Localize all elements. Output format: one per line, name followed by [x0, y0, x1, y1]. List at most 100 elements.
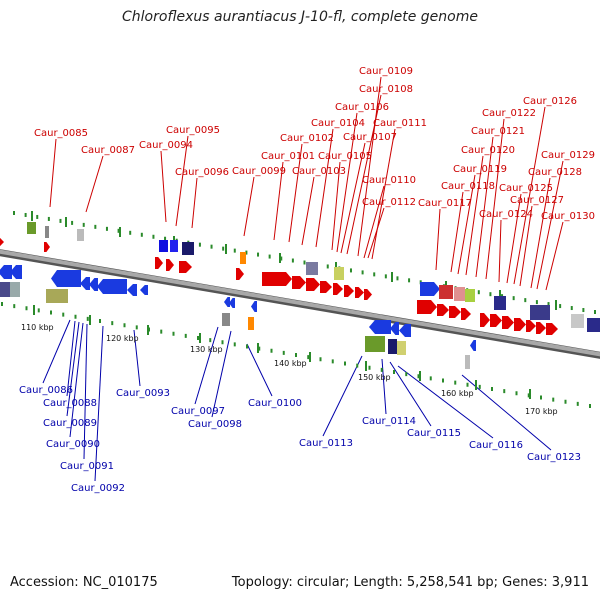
forward-gene-arrow [155, 257, 163, 269]
forward-gene-label: Caur_0106 [335, 102, 389, 113]
accession-label: Accession: NC_010175 [10, 575, 158, 590]
reverse-gene-label: Caur_0097 [171, 406, 225, 417]
reverse-gene-arrow [10, 265, 22, 279]
forward-gene-label: Caur_0109 [359, 66, 413, 77]
gene-block [10, 282, 20, 297]
reverse-gene-arrow [229, 298, 235, 308]
gene-block [248, 317, 254, 330]
reverse-gene-label: Caur_0100 [248, 398, 302, 409]
gene-block [306, 262, 318, 275]
scale-label: 110 kbp [21, 323, 54, 332]
forward-gene-label: Caur_0112 [362, 197, 416, 208]
forward-gene-label: Caur_0130 [541, 211, 595, 222]
forward-gene-label: Caur_0118 [441, 181, 495, 192]
reverse-gene-label: Caur_0086 [19, 385, 73, 396]
forward-gene-label: Caur_0125 [499, 183, 553, 194]
forward-gene-label: Caur_0096 [175, 167, 229, 178]
forward-gene-label: Caur_0085 [34, 128, 88, 139]
forward-gene-arrow [514, 318, 526, 331]
gene-block [454, 287, 465, 301]
forward-gene-label: Caur_0104 [311, 118, 365, 129]
forward-gene-arrow [449, 306, 461, 318]
gene-block [170, 240, 178, 252]
forward-gene-arrow [179, 261, 192, 273]
forward-gene-label: Caur_0108 [359, 84, 413, 95]
forward-gene-arrow [44, 242, 50, 252]
reverse-gene-arrow [0, 265, 12, 279]
forward-gene-label: Caur_0095 [166, 125, 220, 136]
reverse-gene-label: Caur_0093 [116, 388, 170, 399]
forward-gene-label: Caur_0099 [232, 166, 286, 177]
forward-gene-arrow [262, 272, 292, 286]
forward-gene-arrow [461, 308, 471, 320]
gene-block [46, 289, 68, 303]
reverse-gene-arrow [127, 284, 137, 296]
reverse-gene-label: Caur_0092 [71, 483, 125, 494]
forward-gene-label: Caur_0124 [479, 209, 533, 220]
gene-block [240, 252, 246, 264]
forward-gene-arrow [306, 278, 320, 291]
forward-gene-label: Caur_0127 [510, 195, 564, 206]
reverse-gene-label: Caur_0091 [60, 461, 114, 472]
forward-gene-label: Caur_0126 [523, 96, 577, 107]
forward-gene-label: Caur_0101 [261, 151, 315, 162]
forward-gene-label: Caur_0122 [482, 108, 536, 119]
scale-label: 140 kbp [274, 359, 307, 368]
forward-gene-label: Caur_0105 [318, 151, 372, 162]
scale-label: 170 kbp [525, 407, 558, 416]
reverse-gene-label: Caur_0123 [527, 452, 581, 463]
reverse-gene-arrow [399, 324, 411, 337]
gene-block [334, 267, 344, 280]
scale-label: 120 kbp [106, 334, 139, 343]
gene-block [439, 285, 453, 299]
reverse-gene-arrow [390, 322, 399, 335]
forward-gene-label: Caur_0107 [343, 132, 397, 143]
forward-gene-arrow [320, 281, 332, 293]
reverse-gene-arrow [251, 301, 257, 312]
reverse-gene-label: Caur_0116 [469, 440, 523, 451]
forward-gene-label: Caur_0102 [280, 133, 334, 144]
gene-block [0, 282, 10, 297]
reverse-gene-label: Caur_0098 [188, 419, 242, 430]
reverse-gene-label: Caur_0090 [46, 439, 100, 450]
forward-gene-label: Caur_0103 [292, 166, 346, 177]
gene-block [77, 229, 84, 241]
forward-gene-arrow [417, 300, 437, 314]
forward-gene-label: Caur_0117 [418, 198, 472, 209]
forward-gene-label: Caur_0110 [362, 175, 416, 186]
forward-gene-arrow [480, 313, 490, 327]
forward-gene-arrow [0, 237, 4, 247]
forward-gene-label: Caur_0094 [139, 140, 193, 151]
gene-block [397, 341, 406, 355]
forward-gene-arrow [502, 316, 514, 329]
reverse-gene-arrow [369, 320, 391, 334]
forward-gene-label: Caur_0129 [541, 150, 595, 161]
forward-gene-label: Caur_0111 [373, 118, 427, 129]
reverse-gene-arrow [89, 278, 98, 291]
forward-gene-arrow [364, 289, 372, 300]
gene-block [27, 222, 36, 234]
gene-block [571, 314, 584, 328]
reverse-gene-arrow [224, 297, 230, 307]
reverse-gene-arrow [97, 279, 127, 294]
reverse-gene-label: Caur_0089 [43, 418, 97, 429]
gene-block [365, 336, 385, 352]
forward-gene-arrow [546, 323, 558, 335]
gene-block [465, 289, 475, 302]
reverse-gene-label: Caur_0113 [299, 438, 353, 449]
forward-gene-label: Caur_0119 [453, 164, 507, 175]
reverse-gene-label: Caur_0114 [362, 416, 416, 427]
forward-gene-arrow [355, 287, 364, 298]
gene-block [182, 242, 194, 255]
genome-title: Chloroflexus aurantiacus J-10-fl, comple… [122, 9, 478, 25]
forward-gene-arrow [526, 320, 536, 332]
forward-gene-label: Caur_0121 [471, 126, 525, 137]
reverse-gene-label: Caur_0088 [43, 398, 97, 409]
gene-block [494, 296, 506, 310]
forward-gene-arrow [420, 282, 440, 296]
gene-block [587, 318, 600, 332]
forward-gene-arrow [236, 268, 244, 280]
forward-gene-arrow [333, 283, 343, 295]
reverse-gene-label: Caur_0115 [407, 428, 461, 439]
forward-gene-label: Caur_0128 [528, 167, 582, 178]
